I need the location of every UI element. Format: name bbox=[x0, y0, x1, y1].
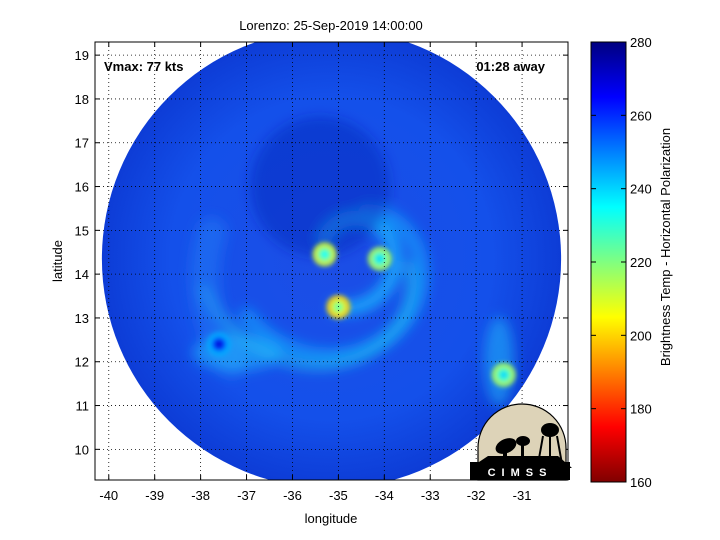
y-tick-label: 19 bbox=[75, 48, 89, 63]
x-tick-label: -34 bbox=[375, 488, 394, 503]
convective-cells bbox=[206, 242, 516, 387]
colorbar-tick-label: 260 bbox=[630, 108, 652, 123]
feature-eyewall-east bbox=[376, 255, 384, 263]
logo-dish-icon bbox=[495, 438, 517, 454]
y-tick-label: 15 bbox=[75, 223, 89, 238]
plot-frame bbox=[94, 41, 569, 481]
colorbar-tick-label: 180 bbox=[630, 402, 652, 417]
logo-tower-tank-icon bbox=[541, 423, 559, 437]
y-tick-label: 18 bbox=[75, 92, 89, 107]
x-tick-label: -35 bbox=[329, 488, 348, 503]
colorbar-tick-label: 200 bbox=[630, 328, 652, 343]
x-tick-label: -40 bbox=[99, 488, 118, 503]
y-tick-label: 16 bbox=[75, 180, 89, 195]
y-axis-ticks: 10 11 12 13 14 15 16 17 18 19 bbox=[75, 48, 568, 457]
feature-convective-cell-east bbox=[500, 371, 508, 379]
y-tick-label: 11 bbox=[76, 399, 90, 414]
y-axis-label: latitude bbox=[50, 240, 65, 282]
logo-small-dish-mount-icon bbox=[521, 444, 524, 464]
colorbar-ticks: 160 180 200 220 240 260 280 bbox=[591, 35, 652, 490]
y-tick-label: 17 bbox=[75, 136, 89, 151]
x-tick-label: -31 bbox=[513, 488, 532, 503]
colorbar-tick-label: 240 bbox=[630, 182, 652, 197]
grid-lines bbox=[95, 42, 568, 480]
colorbar-tick-label: 220 bbox=[630, 255, 652, 270]
y-tick-label: 12 bbox=[75, 355, 89, 370]
x-tick-label: -39 bbox=[145, 488, 164, 503]
x-tick-label: -32 bbox=[467, 488, 486, 503]
x-tick-label: -37 bbox=[237, 488, 256, 503]
band-west-low bbox=[192, 334, 283, 371]
colorbar-label: Brightness Temp - Horizontal Polarizatio… bbox=[658, 128, 673, 366]
cimss-logo: CIMSS bbox=[470, 403, 572, 481]
time-offset-annotation: 01:28 away bbox=[476, 59, 545, 74]
y-tick-label: 14 bbox=[75, 267, 89, 282]
chart-title: Lorenzo: 25-Sep-2019 14:00:00 bbox=[239, 18, 423, 33]
vmax-annotation: Vmax: 77 kts bbox=[104, 59, 184, 74]
y-tick-label: 13 bbox=[75, 311, 89, 326]
logo-small-dish-icon bbox=[516, 436, 530, 446]
x-tick-label: -36 bbox=[283, 488, 302, 503]
colorbar bbox=[590, 41, 627, 483]
colorbar-tick-label: 160 bbox=[630, 475, 652, 490]
y-tick-label: 10 bbox=[75, 442, 89, 457]
x-tick-label: -33 bbox=[421, 488, 440, 503]
brightness-temp-swath bbox=[101, 42, 562, 480]
feature-eyewall-west bbox=[321, 250, 329, 258]
x-tick-label: -38 bbox=[191, 488, 210, 503]
colorbar-tick-label: 280 bbox=[630, 35, 652, 50]
feature-convective-cell-west bbox=[215, 340, 223, 348]
x-axis-ticks: -40 -39 -38 -37 -36 -35 -34 -33 -32 -31 bbox=[99, 42, 531, 503]
logo-text: CIMSS bbox=[488, 467, 553, 479]
logo-plate bbox=[470, 462, 570, 480]
cold-region bbox=[250, 116, 391, 257]
x-axis-label: longitude bbox=[305, 511, 358, 526]
